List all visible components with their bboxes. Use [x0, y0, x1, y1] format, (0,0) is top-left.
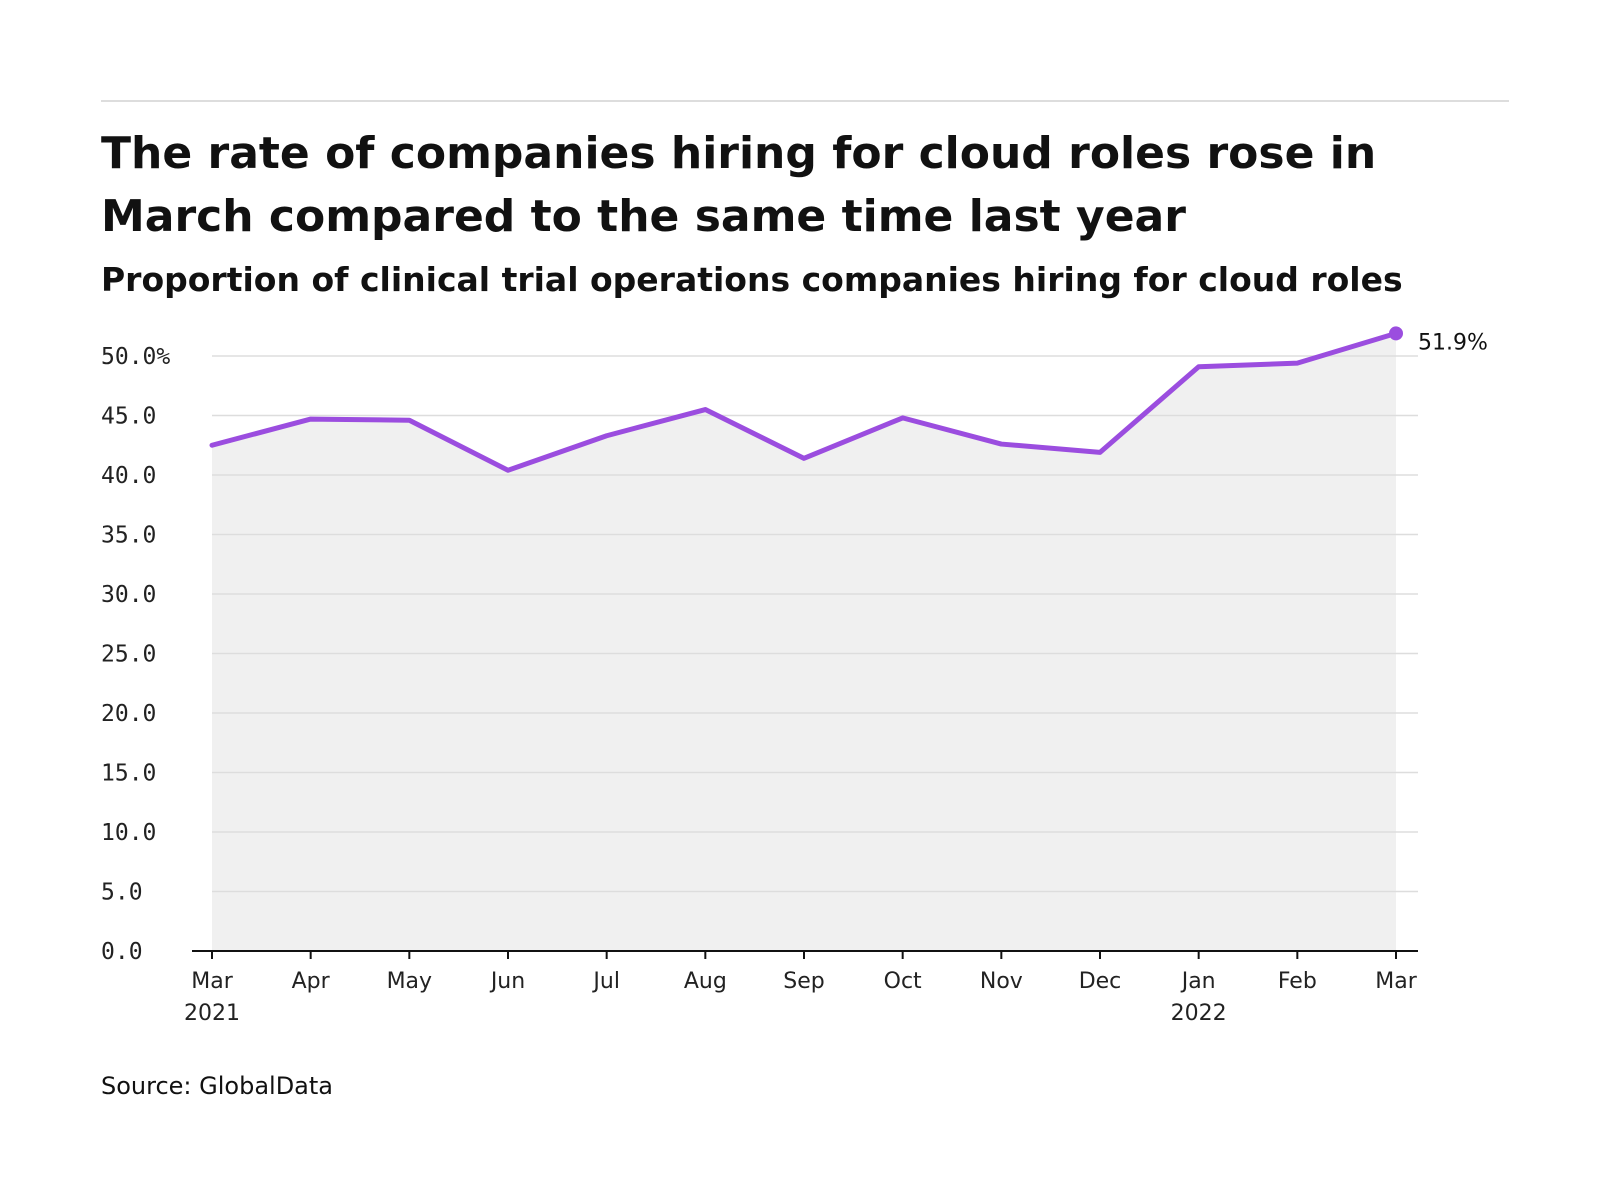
x-tick-label: Mar [1375, 969, 1417, 994]
y-tick-label: 10.0 [101, 820, 156, 846]
end-point-marker [1389, 326, 1403, 341]
data-point [702, 407, 708, 413]
x-tick-year-label: 2022 [1171, 1001, 1227, 1026]
data-point [209, 442, 215, 448]
y-tick-label: 35.0 [101, 523, 156, 549]
data-point [900, 415, 906, 421]
y-tick-label: 45.0 [101, 404, 156, 430]
x-tick-label: Nov [980, 969, 1023, 994]
area-layer [212, 333, 1396, 951]
x-tick-year-label: 2021 [184, 1001, 240, 1026]
x-tick-label: Jan [1180, 969, 1216, 994]
data-point [308, 416, 314, 422]
x-tick-label: Feb [1278, 969, 1317, 994]
x-tick-label: May [387, 969, 432, 994]
chart-title: The rate of companies hiring for cloud r… [101, 128, 1377, 242]
y-tick-label: 40.0 [101, 463, 156, 489]
x-tick-label: Oct [884, 969, 922, 994]
data-point [604, 433, 610, 439]
data-point [1294, 360, 1300, 366]
data-point [1196, 364, 1202, 370]
end-label-layer: 51.9% [1418, 330, 1488, 355]
x-axis: Mar 2021 Apr May Jun Jul Aug Sep Oct Nov Dec Jan 202… [184, 951, 1418, 1026]
x-tick-label: Sep [783, 969, 824, 994]
x-tick-label: Jul [591, 969, 620, 994]
x-tick-label: Aug [684, 969, 727, 994]
y-axis: 0.0 5.0 10.0 15.0 20.0 25.0 30.0 35.0 40.0 45.0 50… [101, 344, 170, 965]
x-tick-label: Mar [191, 969, 233, 994]
top-rule [101, 100, 1509, 102]
data-point [406, 417, 412, 423]
series-line [209, 330, 1399, 473]
chart-subtitle: Proportion of clinical trial operations … [101, 260, 1403, 299]
end-value-label: 51.9% [1418, 330, 1488, 355]
x-tick-label: Dec [1079, 969, 1122, 994]
y-tick-label: 5.0 [101, 880, 143, 906]
line-chart: 0.0 5.0 10.0 15.0 20.0 25.0 30.0 35.0 40.0 45.0 50… [101, 326, 1488, 1026]
y-tick-label: 30.0 [101, 582, 156, 608]
x-tick-label: Apr [292, 969, 331, 994]
y-tick-label: 0.0 [101, 939, 143, 965]
y-tick-label: 25.0 [101, 642, 156, 668]
y-tick-label: 20.0 [101, 701, 156, 727]
area-fill [212, 333, 1396, 951]
gridlines [192, 355, 1418, 952]
data-point [998, 441, 1004, 447]
data-point [1097, 449, 1103, 455]
y-tick-label: 50.0% [101, 344, 170, 370]
data-point [801, 455, 807, 461]
x-tick-label: Jun [489, 969, 525, 994]
y-tick-label: 15.0 [101, 761, 156, 787]
data-point [505, 467, 511, 473]
series-layer [209, 326, 1403, 473]
source-note: Source: GlobalData [101, 1072, 334, 1100]
